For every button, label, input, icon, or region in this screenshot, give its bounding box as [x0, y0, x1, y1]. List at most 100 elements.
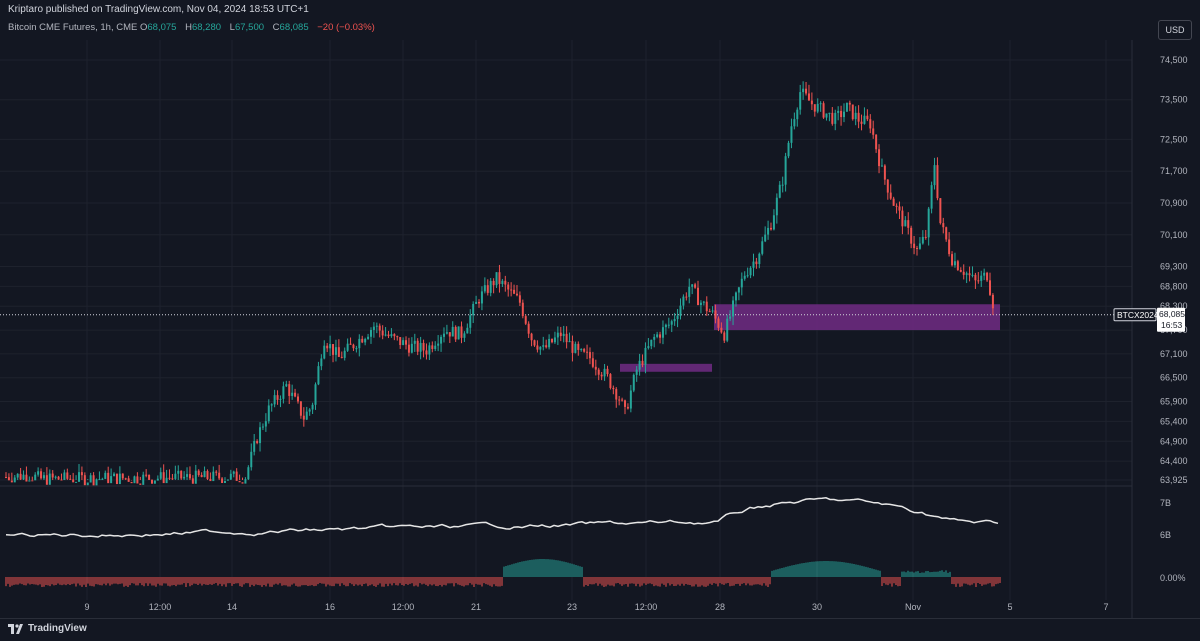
candle-body: [221, 478, 224, 484]
candle-body: [705, 301, 708, 312]
candle-body: [37, 471, 40, 475]
candle-body: [457, 326, 460, 340]
candle-body: [191, 478, 194, 484]
candle-body: [332, 344, 335, 355]
time-tick-label: 30: [812, 602, 822, 612]
candle-body: [548, 338, 551, 348]
candle-body: [974, 274, 977, 281]
candle-body: [930, 185, 933, 209]
candle-body: [294, 392, 297, 397]
candle-body: [962, 271, 965, 275]
candle-body: [86, 482, 89, 486]
tradingview-logo[interactable]: TradingView: [8, 623, 87, 634]
candle-body: [387, 334, 390, 337]
candle-body: [480, 291, 483, 304]
candle-body: [489, 280, 492, 293]
candle-body: [632, 374, 635, 391]
candle-body: [977, 280, 980, 282]
low-label: L: [229, 22, 235, 33]
candle-body: [860, 121, 863, 124]
open-value: 68,075: [147, 22, 177, 33]
candle-body: [913, 243, 916, 248]
candles: [5, 81, 994, 486]
candle-body: [624, 400, 627, 407]
candle-body: [948, 239, 951, 255]
candle-body: [603, 368, 606, 377]
candle-body: [843, 111, 846, 118]
candle-body: [247, 467, 250, 480]
candle-body: [235, 471, 238, 481]
candle-body: [790, 126, 793, 143]
time-tick-label: 5: [1007, 602, 1012, 612]
candle-body: [927, 208, 930, 238]
candle-body: [238, 480, 241, 483]
candle-body: [413, 340, 416, 344]
candle-body: [793, 119, 796, 127]
candle-body: [866, 115, 869, 120]
price-tick-label: 66,500: [1160, 373, 1188, 383]
candle-body: [571, 341, 574, 353]
candle-body: [101, 478, 104, 480]
candle-body: [352, 344, 355, 349]
candle-body: [440, 336, 443, 344]
candle-body: [150, 479, 153, 484]
candle-body: [115, 473, 118, 485]
candle-body: [921, 236, 924, 244]
candle-body: [907, 220, 910, 228]
currency-button[interactable]: USD: [1158, 20, 1192, 40]
candle-body: [136, 476, 139, 484]
candle-body: [746, 275, 749, 277]
candle-body: [498, 272, 501, 284]
candle-body: [302, 415, 305, 420]
candle-body: [218, 472, 221, 479]
candle-body: [28, 480, 31, 482]
time-tick-label: 21: [471, 602, 481, 612]
candle-body: [580, 349, 583, 351]
candle-body: [305, 411, 308, 420]
candle-body: [586, 351, 589, 353]
footer: TradingView: [0, 618, 1200, 641]
candle-body: [901, 210, 904, 227]
candle-body: [647, 346, 650, 348]
time-axis[interactable]: 9 12:00 14 16 12:00 21 23 12:00 28 30 Nov 5 7: [84, 602, 1108, 612]
candle-body: [848, 102, 851, 105]
candle-body: [667, 324, 670, 326]
candle-body: [422, 342, 425, 351]
candle-body: [530, 333, 533, 341]
candle-body: [466, 327, 469, 334]
zone-lower: [620, 363, 712, 372]
candle-body: [679, 305, 682, 316]
candle-body: [384, 334, 387, 336]
candle-body: [869, 119, 872, 129]
candle-body: [577, 343, 580, 350]
candle-body: [714, 310, 717, 319]
candle-body: [515, 293, 518, 296]
candle-body: [472, 303, 475, 316]
volume-series: [5, 497, 999, 538]
candle-body: [311, 404, 314, 410]
candle-body: [755, 261, 758, 265]
candle-body: [291, 392, 294, 396]
candle-body: [279, 398, 282, 400]
candle-body: [337, 347, 340, 357]
candle-body: [203, 471, 206, 478]
price-tick-label: 64,400: [1160, 456, 1188, 466]
candle-body: [670, 321, 673, 325]
candle-body: [364, 338, 367, 343]
candle-body: [980, 275, 983, 281]
candle-body: [539, 346, 542, 350]
candle-body: [460, 326, 463, 338]
candle-body: [285, 384, 288, 387]
candle-body: [740, 278, 743, 288]
candle-body: [92, 475, 95, 486]
close-label: C: [272, 22, 280, 33]
candle-body: [469, 315, 472, 328]
candle-body: [840, 110, 843, 118]
candle-body: [626, 406, 629, 409]
candle-body: [732, 300, 735, 317]
tradingview-icon: [8, 623, 23, 634]
candle-body: [107, 472, 110, 484]
publish-line: Kriptaro published on TradingView.com, N…: [8, 4, 309, 15]
candle-body: [133, 476, 136, 484]
